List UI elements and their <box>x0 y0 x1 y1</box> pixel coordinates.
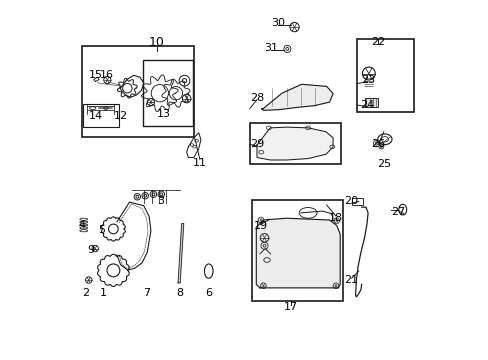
Text: 7: 7 <box>142 288 149 297</box>
Polygon shape <box>256 218 340 288</box>
Text: 16: 16 <box>100 69 114 80</box>
Text: 30: 30 <box>271 18 285 28</box>
Text: 29: 29 <box>249 139 264 149</box>
Bar <box>352 198 363 205</box>
Bar <box>83 104 119 127</box>
Text: 11: 11 <box>192 158 206 168</box>
Text: 10: 10 <box>149 36 164 49</box>
Bar <box>356 39 413 112</box>
Text: 6: 6 <box>205 288 212 297</box>
Text: 27: 27 <box>390 207 405 217</box>
Bar <box>365 98 377 107</box>
Text: 2: 2 <box>82 288 89 297</box>
Text: 9: 9 <box>87 245 94 255</box>
Text: 22: 22 <box>370 37 385 48</box>
Polygon shape <box>261 84 332 111</box>
Text: 21: 21 <box>344 275 358 285</box>
Bar <box>251 200 342 301</box>
Text: 24: 24 <box>360 100 374 110</box>
Text: 26: 26 <box>371 139 385 149</box>
Text: 18: 18 <box>328 212 342 222</box>
Polygon shape <box>257 127 332 160</box>
Text: 15: 15 <box>89 69 103 80</box>
Text: 3: 3 <box>157 197 163 206</box>
Text: 23: 23 <box>360 75 374 85</box>
Polygon shape <box>178 224 183 283</box>
Text: 31: 31 <box>264 43 278 53</box>
Text: 25: 25 <box>376 159 390 169</box>
Text: 12: 12 <box>114 111 128 121</box>
Text: 5: 5 <box>98 225 105 235</box>
Bar <box>142 60 192 126</box>
Text: 8: 8 <box>176 288 183 297</box>
Bar <box>249 123 340 164</box>
Bar <box>82 46 194 137</box>
Text: 19: 19 <box>253 221 267 231</box>
Text: 4: 4 <box>78 220 85 230</box>
Text: 1: 1 <box>100 288 107 297</box>
Text: 17: 17 <box>284 302 297 312</box>
Text: 20: 20 <box>344 197 358 206</box>
Text: 14: 14 <box>89 111 103 121</box>
Text: 28: 28 <box>249 93 264 103</box>
Text: 13: 13 <box>157 109 171 119</box>
